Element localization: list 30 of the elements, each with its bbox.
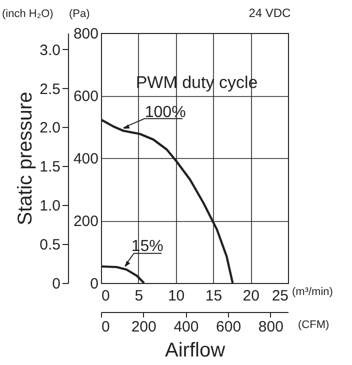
y2-axis-title: Static pressure <box>14 92 37 226</box>
y-tick-label: 200 <box>73 213 98 230</box>
x-tick-label: 0 <box>102 288 110 304</box>
x2-tick-label: 0 <box>102 318 110 336</box>
y-tick-label: 0 <box>90 276 98 292</box>
x-axis-title: Airflow <box>164 340 226 362</box>
y2-tick-label: 1.5 <box>40 158 60 176</box>
text: (CFM) <box>298 319 330 331</box>
x2-tick-label: 200 <box>131 318 156 336</box>
text: (Pa) <box>69 8 90 20</box>
text: (m³/min) <box>292 286 333 298</box>
x-tick-label: 15 <box>205 288 222 304</box>
y2-tick-label: 0 <box>52 276 60 292</box>
y2-tick-label: 3.0 <box>40 42 60 59</box>
y-tick-label: 800 <box>73 26 98 42</box>
y2-tick-label: 2.0 <box>40 120 60 137</box>
y2-tick-label: 2.5 <box>40 80 60 98</box>
x-tick-label: 5 <box>134 288 144 304</box>
y2-tick-label: 1.0 <box>40 198 60 215</box>
x2-tick-label: 400 <box>174 318 199 336</box>
text: (inch H₂O) <box>2 8 54 20</box>
chart-title: 24 VDC <box>248 6 292 20</box>
x2-tick-label: 800 <box>258 318 284 336</box>
y-tick-label: 600 <box>73 88 98 105</box>
x2-tick-label: 600 <box>216 318 242 336</box>
x-tick-label: 10 <box>168 288 185 304</box>
y-tick-label: 400 <box>73 150 98 168</box>
y2-tick-label: 0.5 <box>40 236 60 254</box>
x-tick-label: 25 <box>272 288 288 304</box>
x-tick-label: 20 <box>242 288 260 304</box>
